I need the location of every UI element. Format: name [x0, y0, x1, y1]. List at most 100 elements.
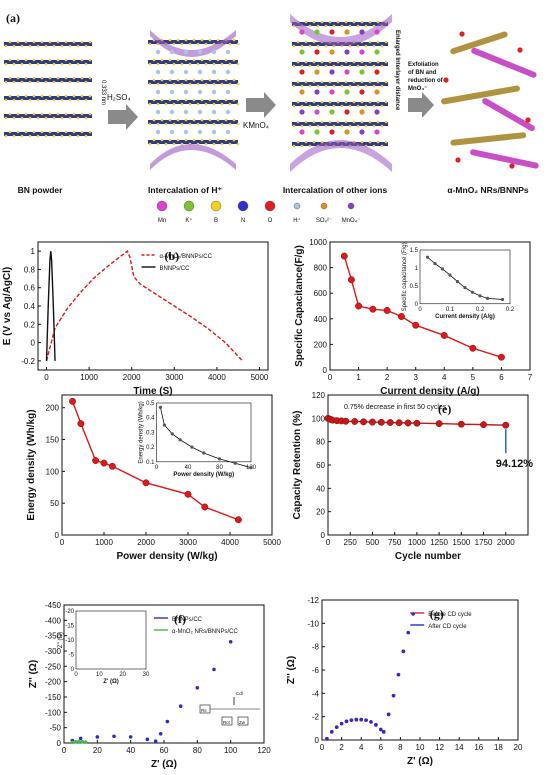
boron-atom — [184, 38, 188, 42]
boron-atom — [200, 78, 204, 82]
boron-atom — [300, 124, 304, 128]
oxygen-atom — [517, 47, 523, 53]
proton-ion — [225, 129, 231, 135]
data-point — [502, 421, 510, 429]
proton-ion — [169, 69, 175, 75]
y-tick-label: 0.4 — [24, 302, 36, 311]
x-axis-label: Current density (A/g) — [380, 386, 479, 397]
inset-point — [249, 466, 253, 470]
data-point — [435, 420, 443, 428]
legend-swatch — [293, 202, 301, 210]
proton-ion — [169, 109, 175, 115]
boron-atom — [44, 134, 48, 138]
boron-atom — [224, 78, 228, 82]
boron-atom — [72, 58, 76, 62]
x-tick-label: 40 — [126, 746, 135, 755]
boron-atom — [192, 78, 196, 82]
boron-atom — [16, 76, 20, 80]
boron-atom — [336, 60, 340, 64]
boron-atom — [56, 130, 60, 134]
legend-label: MnO₄⁻ — [342, 218, 361, 224]
boron-atom — [208, 78, 212, 82]
circuit-label: Rct — [223, 720, 230, 725]
x-tick-label: 12 — [435, 743, 444, 752]
inset-y-tick: 0.3 — [146, 430, 155, 436]
circuit-label: Cdl — [236, 691, 243, 696]
inset-x-label: Z' (Ω) — [103, 679, 119, 685]
inset-line — [427, 256, 503, 300]
boron-atom — [52, 134, 56, 138]
boron-atom — [32, 112, 36, 116]
boron-atom — [324, 64, 328, 68]
boron-atom — [368, 120, 372, 124]
boron-atom — [372, 124, 376, 128]
oxygen-atom — [443, 77, 449, 83]
x-tick-label: 6 — [499, 373, 504, 382]
boron-atom — [44, 44, 48, 48]
y-tick-label: 600 — [314, 289, 328, 298]
step2-reagent: KMnO₄ — [243, 121, 269, 130]
inset-x-label: Power density (W/kg) — [173, 472, 234, 478]
y-tick-label: -4 — [312, 689, 320, 698]
inset-point — [478, 294, 482, 298]
data-point — [364, 718, 368, 722]
proton-ion — [225, 109, 231, 115]
circuit-label: Zw — [239, 720, 246, 725]
legend-swatch — [237, 200, 249, 212]
x-tick-label: 5000 — [251, 373, 269, 382]
data-point — [401, 649, 406, 654]
mno2-nanorod — [471, 47, 537, 78]
proton-ion — [155, 49, 161, 55]
boron-atom — [176, 78, 180, 82]
boron-atom — [364, 104, 368, 108]
boron-atom — [348, 64, 352, 68]
boron-atom — [340, 84, 344, 88]
data-point — [228, 640, 233, 644]
boron-atom — [292, 144, 296, 148]
y-tick-label: -300 — [45, 647, 62, 656]
boron-atom — [220, 122, 224, 126]
boron-atom — [384, 140, 388, 144]
boron-atom — [212, 82, 216, 86]
boron-atom — [216, 38, 220, 42]
inset-y-tick: -20 — [65, 609, 74, 615]
inset-y-tick: -5 — [69, 653, 75, 659]
boron-atom — [212, 62, 216, 66]
boron-atom — [80, 76, 84, 80]
boron-atom — [368, 40, 372, 44]
boron-atom — [296, 60, 300, 64]
boron-atom — [80, 40, 84, 44]
boron-atom — [360, 80, 364, 84]
boron-atom — [12, 134, 16, 138]
y-tick-label: -50 — [49, 724, 61, 733]
boron-atom — [328, 100, 332, 104]
boron-atom — [176, 58, 180, 62]
bn-layer — [4, 42, 92, 46]
legend-swatch — [264, 200, 276, 212]
boron-atom — [152, 58, 156, 62]
y-tick-label: -350 — [45, 632, 62, 641]
legend-label: SO₄²⁻ — [316, 218, 332, 224]
x-tick-label: 0 — [320, 743, 325, 752]
x-tick-label: 3000 — [179, 538, 197, 547]
proton-ion — [183, 69, 189, 75]
intercalated-ion — [299, 89, 305, 95]
boron-atom — [52, 116, 56, 120]
legend-label: N — [241, 218, 245, 224]
boron-atom — [188, 42, 192, 46]
inset-point — [448, 273, 452, 277]
y-tick-label: -0.2 — [21, 357, 35, 366]
spacing-label: 0.333 nm — [100, 80, 106, 105]
boron-atom — [372, 144, 376, 148]
boron-atom — [164, 142, 168, 146]
intercalated-ion — [314, 89, 320, 95]
boron-atom — [368, 80, 372, 84]
x-tick-label: 18 — [494, 743, 503, 752]
boron-atom — [316, 124, 320, 128]
inset-y-tick: 0.2 — [146, 445, 155, 451]
boron-atom — [300, 84, 304, 88]
boron-atom — [320, 20, 324, 24]
x-tick-label: 1000 — [80, 373, 98, 382]
data-point — [128, 735, 133, 739]
plot-frame — [329, 241, 531, 371]
